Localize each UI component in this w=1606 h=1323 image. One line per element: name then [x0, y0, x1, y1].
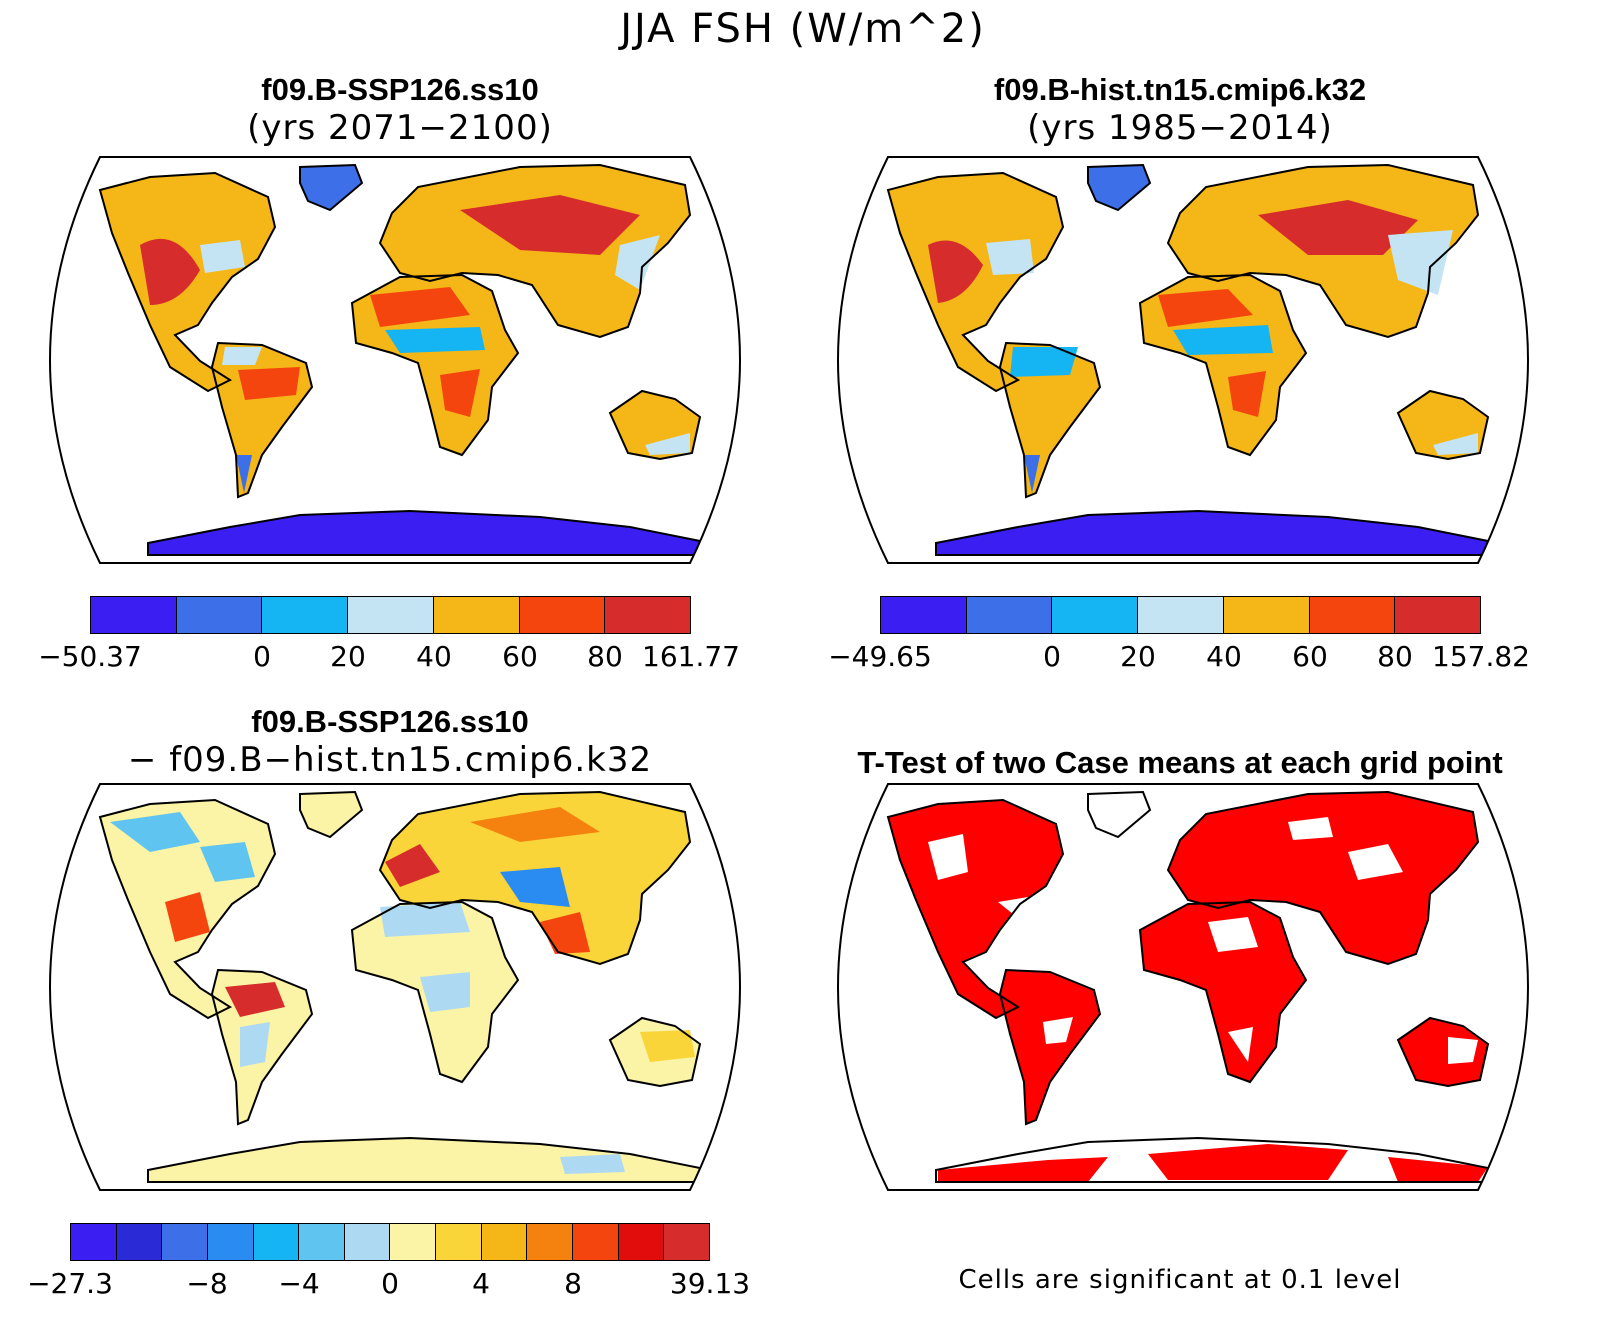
colorbar-swatch: [436, 1224, 482, 1260]
panel-title-future: f09.B-SSP126.ss10: [261, 72, 539, 107]
map-future: [49, 156, 741, 564]
colorbar-swatch: [881, 597, 967, 633]
colorbar-swatch: [299, 1224, 345, 1260]
colorbar-swatch: [348, 597, 434, 633]
colorbar-swatch: [573, 1224, 619, 1260]
panel-title-historical: f09.B-hist.tn15.cmip6.k32: [993, 72, 1367, 107]
colorbar-tick-label: −8: [186, 1267, 228, 1300]
colorbar-swatch: [71, 1224, 117, 1260]
colorbar-tick-label: 80: [1377, 640, 1413, 673]
panel-title-ttest: T-Test of two Case means at each grid po…: [857, 745, 1503, 780]
colorbar-tick-label: 40: [1206, 640, 1242, 673]
colorbar-tick-label: 20: [330, 640, 366, 673]
colorbar-tick-label: 60: [1292, 640, 1328, 673]
colorbar-swatch: [966, 597, 1053, 633]
panel-title-difference: f09.B-SSP126.ss10: [251, 704, 529, 739]
colorbar-swatch: [1223, 597, 1310, 633]
colorbar-swatch: [344, 1224, 391, 1260]
colorbar-tick-label: 20: [1120, 640, 1156, 673]
colorbar-swatch: [176, 597, 263, 633]
colorbar-historical: [880, 596, 1481, 634]
map-ttest: [837, 783, 1529, 1191]
panel-subtitle-future: (yrs 2071−2100): [247, 108, 553, 148]
colorbar-future: [90, 596, 691, 634]
colorbar-tick-label: 0: [381, 1267, 399, 1300]
panel-subtitle-historical: (yrs 1985−2014): [1027, 108, 1333, 148]
colorbar-swatch: [1395, 597, 1481, 633]
colorbar-tick-label: 40: [416, 640, 452, 673]
colorbar-swatch: [207, 1224, 254, 1260]
colorbar-swatch: [433, 597, 520, 633]
colorbar-tick-label: −49.65: [828, 640, 932, 673]
colorbar-swatch: [527, 1224, 574, 1260]
colorbar-swatch: [162, 1224, 208, 1260]
colorbar-swatch: [1309, 597, 1396, 633]
colorbar-swatch: [618, 1224, 665, 1260]
colorbar-tick-label: 80: [587, 640, 623, 673]
colorbar-tick-label: 0: [1043, 640, 1061, 673]
colorbar-tick-label: 4: [472, 1267, 490, 1300]
colorbar-tick-label: 0: [253, 640, 271, 673]
colorbar-swatch: [91, 597, 177, 633]
colorbar-swatch: [116, 1224, 163, 1260]
significance-footnote: Cells are significant at 0.1 level: [958, 1265, 1402, 1295]
colorbar-swatch: [519, 597, 606, 633]
colorbar-tick-label: 8: [564, 1267, 582, 1300]
figure-title: JJA FSH (W/m^2): [620, 6, 986, 52]
colorbar-swatch: [1138, 597, 1224, 633]
map-difference: [49, 783, 741, 1191]
colorbar-tick-label: 161.77: [642, 640, 740, 673]
colorbar-tick-label: −27.3: [27, 1267, 113, 1300]
colorbar-tick-label: 60: [502, 640, 538, 673]
colorbar-tick-label: 157.82: [1432, 640, 1530, 673]
colorbar-swatch: [390, 1224, 437, 1260]
panel-subtitle-difference: − f09.B−hist.tn15.cmip6.k32: [127, 740, 653, 780]
colorbar-tick-label: −4: [278, 1267, 320, 1300]
map-historical: [837, 156, 1529, 564]
colorbar-swatch: [262, 597, 349, 633]
colorbar-swatch: [605, 597, 691, 633]
colorbar-swatch: [253, 1224, 300, 1260]
colorbar-tick-label: −50.37: [38, 640, 142, 673]
colorbar-tick-label: 39.13: [669, 1267, 751, 1300]
colorbar-swatch: [1052, 597, 1139, 633]
colorbar-swatch: [664, 1224, 709, 1260]
colorbar-difference: [70, 1223, 710, 1261]
colorbar-swatch: [481, 1224, 528, 1260]
